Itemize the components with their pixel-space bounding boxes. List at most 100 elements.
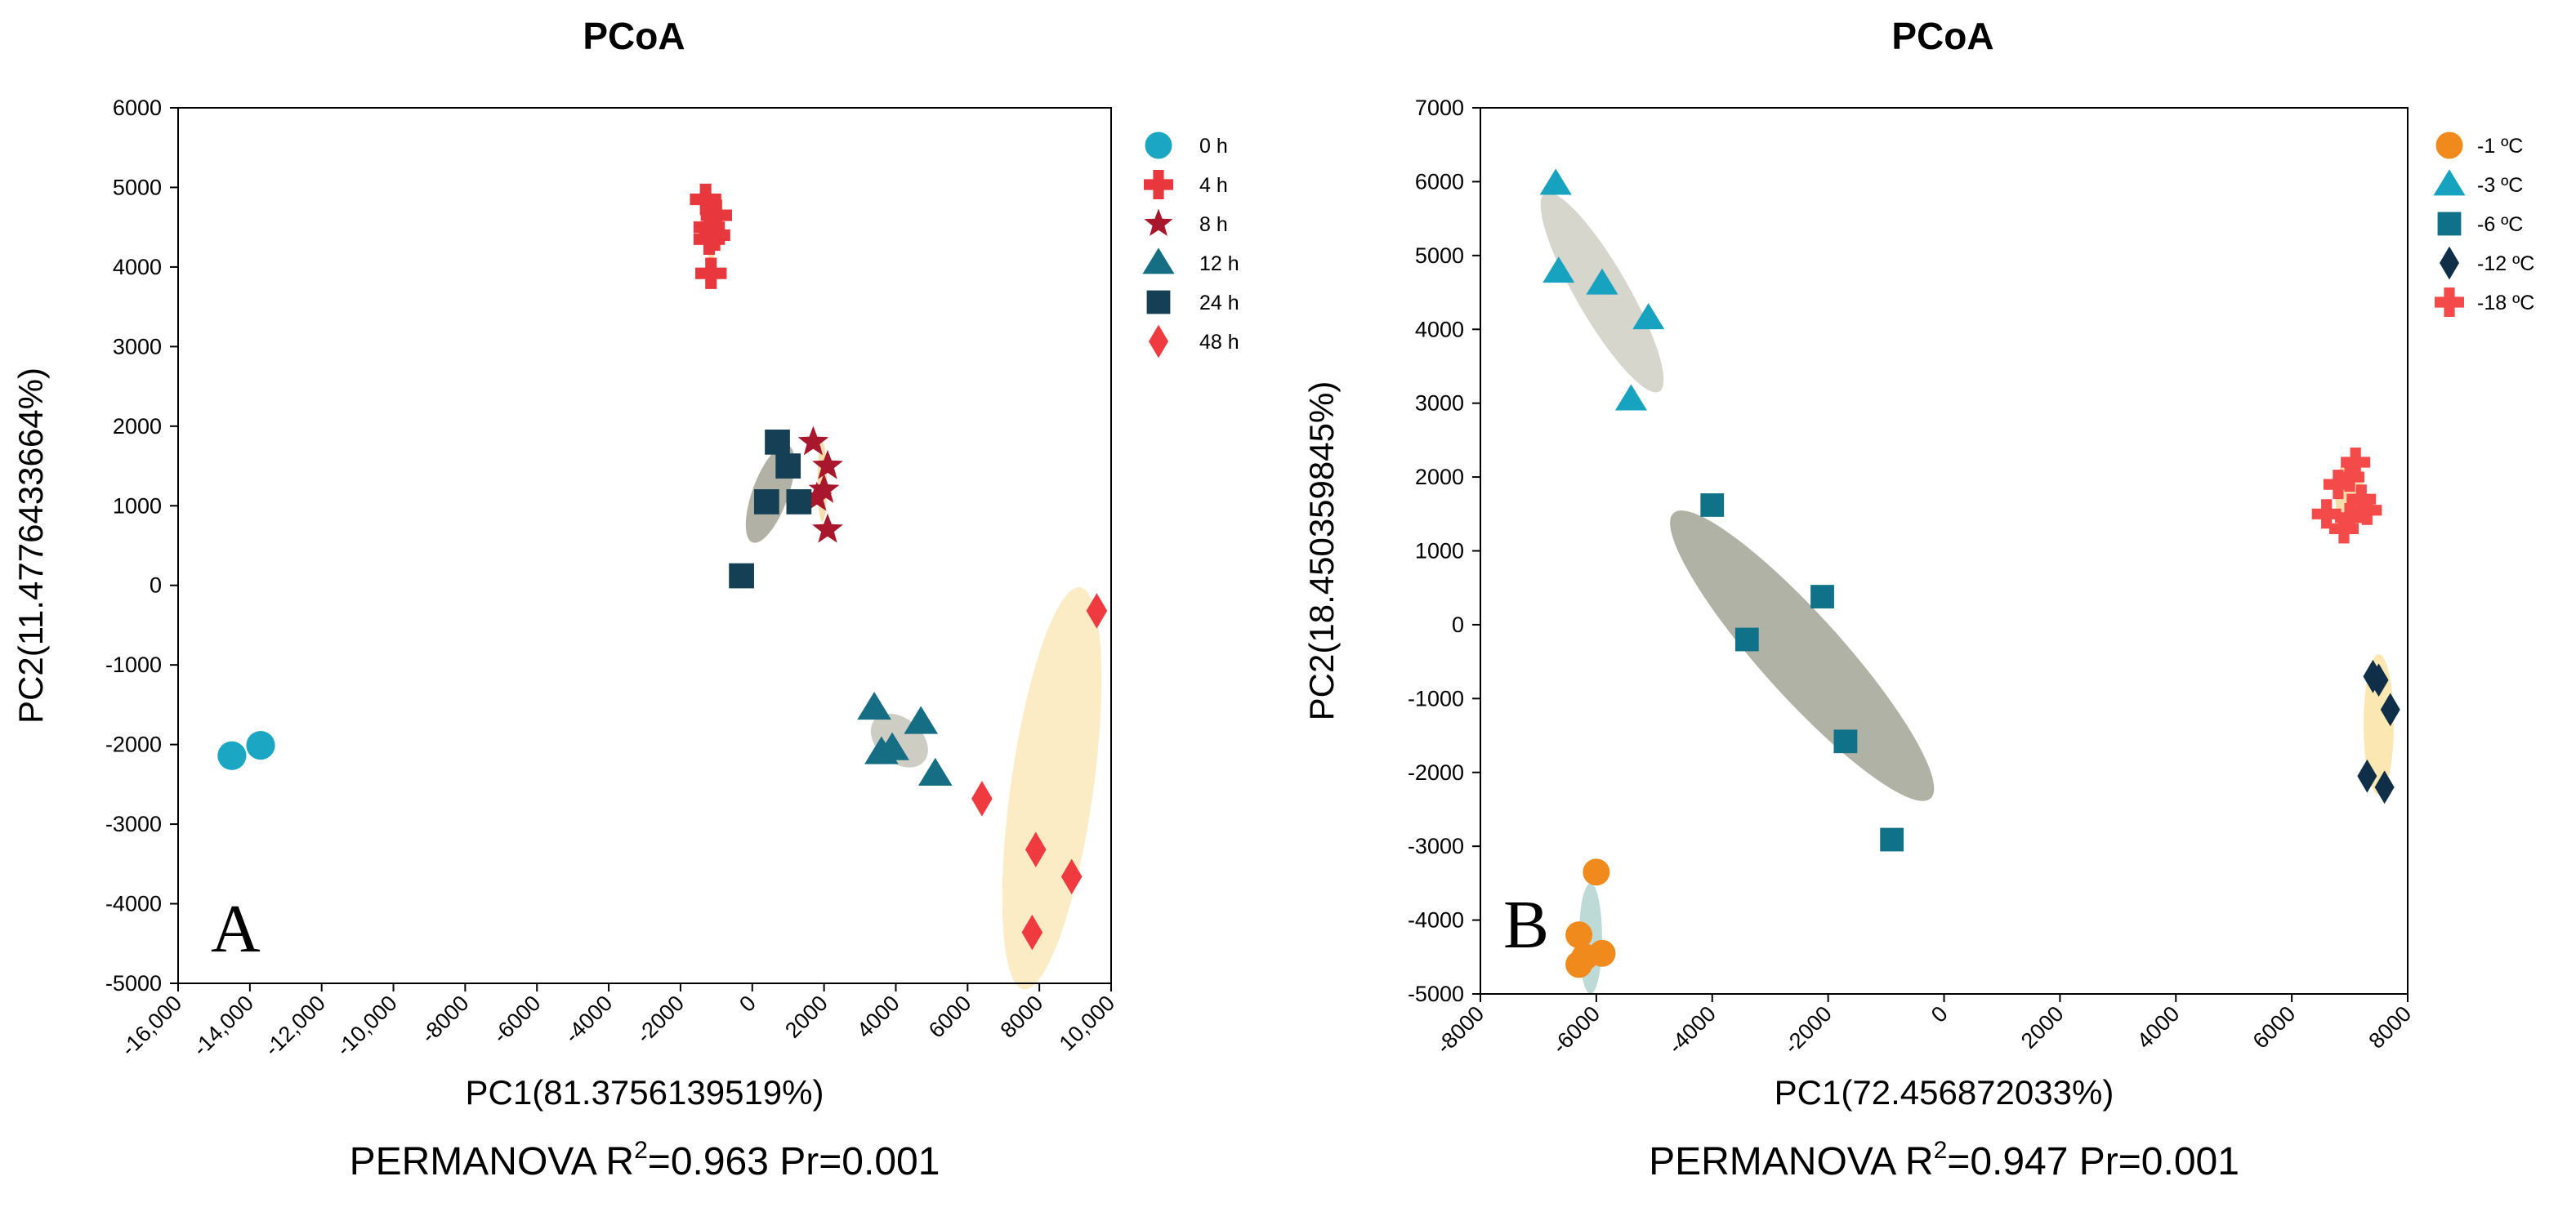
x-tick-label: -12,000 <box>260 991 330 1061</box>
legend-label: 0 h <box>1199 135 1228 158</box>
series-3 <box>857 691 953 786</box>
legend-label: 24 h <box>1199 292 1239 314</box>
data-point-3-4 <box>2374 770 2395 804</box>
legend-marker <box>1142 247 1175 274</box>
y-tick-label: 0 <box>150 573 162 598</box>
data-point-2-4 <box>812 513 843 543</box>
data-point-0-3 <box>1588 939 1616 967</box>
ellipse-2 <box>1670 510 1935 801</box>
panel-b: PCoA -5000 -4000 -3000 -2000 -1000 0 1000 2000 30… <box>1302 15 2534 1183</box>
plot-frame <box>177 107 1112 984</box>
y-tick-label: 2000 <box>113 414 162 439</box>
y-tick-label: -3000 <box>1408 834 1464 858</box>
legend-marker <box>1145 131 1172 159</box>
data-point-4-3 <box>775 453 801 479</box>
data-point-2-2 <box>1810 585 1834 608</box>
permanova-suffix: =0.947 Pr=0.001 <box>1947 1140 2239 1183</box>
permanova-prefix: PERMANOVA R <box>350 1140 635 1183</box>
data-point-4-2 <box>765 429 790 455</box>
data-point-4-0 <box>729 563 754 589</box>
legend-label: 8 h <box>1199 213 1228 236</box>
permanova-text: PERMANOVA R2=0.963 Pr=0.001 <box>350 1137 940 1183</box>
y-tick-label: 6000 <box>1415 169 1464 194</box>
data-point-5-0 <box>971 781 993 817</box>
series-2 <box>797 426 843 543</box>
x-tick-label: -10,000 <box>332 991 402 1061</box>
panel-letter: A <box>211 891 261 967</box>
panel-a: PCoA -5000 -4000 -3000 -2000 -1000 0 1000 2000 30… <box>11 15 1239 1183</box>
data-point-2-1 <box>1734 627 1759 652</box>
x-tick-label: -8000 <box>1431 1001 1489 1058</box>
data-point-4-4 <box>2352 495 2382 525</box>
series-1 <box>690 183 733 289</box>
data-point-4-1 <box>753 489 779 515</box>
x-tick-label: 4000 <box>852 991 904 1043</box>
y-tick-label: -1000 <box>1408 686 1464 711</box>
data-point-5-2 <box>1060 858 1083 895</box>
data-point-3-3 <box>2357 759 2377 793</box>
x-tick-label: -8000 <box>417 991 474 1048</box>
y-tick-label: 4000 <box>113 255 162 279</box>
legend-marker <box>1149 324 1168 359</box>
legend: 0 h 4 h 8 h 12 h 24 h 48 h <box>1142 131 1239 359</box>
data-point-1-2 <box>700 199 733 231</box>
confidence-ellipses <box>706 207 1102 990</box>
legend-marker <box>2435 131 2463 159</box>
x-axis-title: PC1(81.3756139519%) <box>466 1073 824 1112</box>
legend-label: 48 h <box>1199 331 1239 354</box>
x-tick-label: -6000 <box>1547 1001 1605 1058</box>
series-3 <box>2357 659 2400 804</box>
plot-frame <box>1480 107 2409 995</box>
data-point-3-4 <box>917 757 953 786</box>
y-tick-label: 4000 <box>1415 317 1464 341</box>
data-point-3-1 <box>904 706 939 734</box>
legend-marker <box>2433 169 2466 196</box>
confidence-ellipses <box>1540 192 2394 994</box>
data-point-1-1 <box>1542 256 1575 283</box>
series-4 <box>2311 448 2382 544</box>
x-tick-label: 4000 <box>2132 1001 2185 1054</box>
y-tick-label: 3000 <box>1415 391 1464 416</box>
legend-label: -3 ºC <box>2477 174 2523 197</box>
y-tick-label: 2000 <box>1415 465 1464 489</box>
x-tick-label: -4000 <box>1663 1001 1721 1058</box>
data-point-2-3 <box>1833 729 1858 754</box>
data-point-0-0 <box>217 741 247 770</box>
series-1 <box>1539 168 1665 411</box>
data-point-2-4 <box>1880 827 1904 852</box>
data-point-2-3 <box>801 481 833 511</box>
x-tick-label: 2000 <box>780 991 833 1043</box>
data-point-1-5 <box>699 219 730 252</box>
data-point-4-5 <box>2328 514 2359 544</box>
y-tick-label: -2000 <box>105 733 162 757</box>
x-tick-label: -14,000 <box>188 991 258 1061</box>
y-tick-label: 1000 <box>1415 539 1464 564</box>
series-2 <box>1700 493 1904 852</box>
y-tick-label: -1000 <box>105 653 162 677</box>
legend-label: 12 h <box>1199 252 1239 275</box>
permanova-text: PERMANOVA R2=0.947 Pr=0.001 <box>1649 1137 2239 1183</box>
x-tick-label: 6000 <box>924 991 976 1043</box>
permanova-superscript: 2 <box>1934 1137 1948 1164</box>
data-point-1-3 <box>1632 303 1665 330</box>
y-tick-label: 6000 <box>113 96 162 120</box>
data-point-2-0 <box>797 426 829 456</box>
x-tick-label: -6000 <box>488 991 545 1048</box>
chart-title: PCoA <box>583 15 685 57</box>
data-point-1-0 <box>690 183 721 216</box>
panel-letter: B <box>1503 887 1549 963</box>
y-tick-label: -4000 <box>105 892 162 916</box>
data-point-4-6 <box>2335 502 2365 532</box>
y-tick-label: -5000 <box>1408 982 1464 1006</box>
y-tick-label: -4000 <box>1408 908 1464 933</box>
legend-marker <box>1144 208 1173 236</box>
y-axis-title: PC2(11.4776433664%) <box>11 368 50 724</box>
legend-marker <box>1146 290 1171 314</box>
legend-marker <box>2435 287 2464 317</box>
data-point-2-0 <box>1700 493 1725 517</box>
data-point-0-4 <box>1565 951 1593 978</box>
x-tick-label: 2000 <box>2016 1001 2069 1054</box>
y-tick-label: 1000 <box>113 493 162 518</box>
data-point-4-4 <box>786 489 812 515</box>
x-tick-label: 10,000 <box>1055 991 1120 1056</box>
